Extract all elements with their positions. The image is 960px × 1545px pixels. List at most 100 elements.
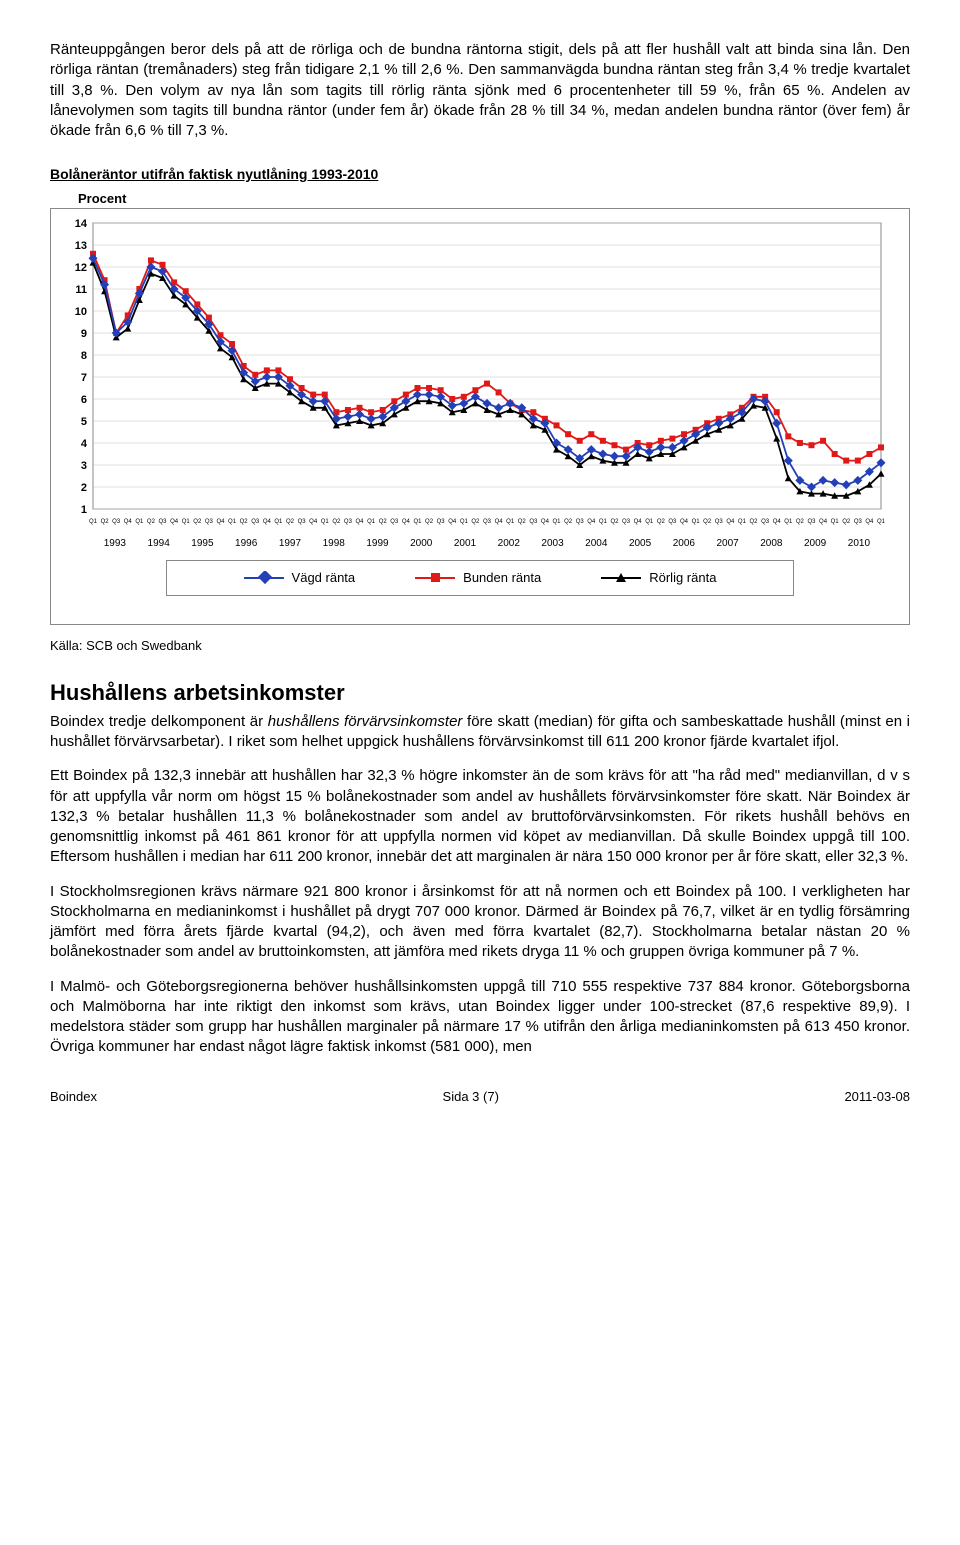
- svg-text:Q1: Q1: [460, 519, 469, 525]
- svg-text:Q3: Q3: [483, 519, 492, 525]
- svg-text:Q1: Q1: [182, 519, 191, 525]
- svg-text:Q4: Q4: [634, 519, 643, 525]
- svg-text:Q1: Q1: [738, 519, 747, 525]
- svg-text:Q3: Q3: [159, 519, 168, 525]
- svg-text:Q4: Q4: [170, 519, 179, 525]
- svg-text:Q4: Q4: [587, 519, 596, 525]
- svg-text:Q2: Q2: [564, 519, 573, 525]
- footer-left: Boindex: [50, 1088, 97, 1106]
- page-footer: Boindex Sida 3 (7) 2011-03-08: [50, 1088, 910, 1106]
- svg-text:9: 9: [81, 328, 87, 340]
- svg-text:Q3: Q3: [576, 519, 585, 525]
- svg-text:Q2: Q2: [193, 519, 202, 525]
- svg-text:Q4: Q4: [819, 519, 828, 525]
- chart-title: Bolåneräntor utifrån faktisk nyutlåning …: [50, 165, 910, 184]
- body-para-2: Boindex tredje delkomponent är hushållen…: [50, 712, 910, 753]
- svg-text:Q1: Q1: [89, 519, 98, 525]
- svg-text:Q1: Q1: [506, 519, 515, 525]
- svg-text:Q4: Q4: [495, 519, 504, 525]
- body-para-4: I Stockholmsregionen krävs närmare 921 8…: [50, 882, 910, 963]
- svg-text:Q1: Q1: [831, 519, 840, 525]
- svg-text:Q3: Q3: [761, 519, 770, 525]
- svg-text:Q2: Q2: [240, 519, 249, 525]
- svg-text:8: 8: [81, 350, 87, 362]
- footer-right: 2011-03-08: [844, 1088, 910, 1106]
- svg-text:Q4: Q4: [726, 519, 735, 525]
- svg-text:Q4: Q4: [309, 519, 318, 525]
- svg-text:10: 10: [75, 306, 87, 318]
- svg-text:3: 3: [81, 460, 87, 472]
- svg-text:Q1: Q1: [553, 519, 562, 525]
- svg-text:Q2: Q2: [101, 519, 110, 525]
- svg-text:Q3: Q3: [854, 519, 863, 525]
- svg-text:13: 13: [75, 240, 87, 252]
- svg-text:4: 4: [81, 438, 88, 450]
- svg-text:Q4: Q4: [541, 519, 550, 525]
- svg-text:Q2: Q2: [471, 519, 480, 525]
- svg-text:Q3: Q3: [715, 519, 724, 525]
- svg-text:Q2: Q2: [796, 519, 805, 525]
- chart-container: 1234567891011121314Q1Q2Q3Q4Q1Q2Q3Q4Q1Q2Q…: [50, 208, 910, 625]
- svg-text:Q2: Q2: [147, 519, 156, 525]
- svg-text:12: 12: [75, 262, 87, 274]
- svg-text:14: 14: [75, 218, 88, 230]
- svg-text:Q3: Q3: [112, 519, 121, 525]
- svg-text:Q1: Q1: [877, 519, 886, 525]
- legend-rorlig-label: Rörlig ränta: [649, 569, 716, 587]
- body-para-5: I Malmö- och Göteborgsregionerna behöver…: [50, 977, 910, 1058]
- svg-text:Q1: Q1: [228, 519, 237, 525]
- intro-paragraph: Ränteuppgången beror dels på att de rörl…: [50, 40, 910, 141]
- svg-text:Q2: Q2: [425, 519, 434, 525]
- svg-text:2: 2: [81, 482, 87, 494]
- legend-vagd: Vägd ränta: [244, 569, 356, 587]
- svg-text:Q1: Q1: [274, 519, 283, 525]
- svg-text:Q4: Q4: [773, 519, 782, 525]
- svg-text:Q2: Q2: [657, 519, 666, 525]
- svg-text:Q2: Q2: [332, 519, 341, 525]
- svg-text:Q1: Q1: [413, 519, 422, 525]
- svg-text:5: 5: [81, 416, 87, 428]
- svg-text:Q2: Q2: [379, 519, 388, 525]
- line-chart: 1234567891011121314Q1Q2Q3Q4Q1Q2Q3Q4Q1Q2Q…: [61, 217, 891, 537]
- footer-mid: Sida 3 (7): [443, 1088, 499, 1106]
- svg-text:Q4: Q4: [402, 519, 411, 525]
- svg-text:Q4: Q4: [216, 519, 225, 525]
- legend-bunden-label: Bunden ränta: [463, 569, 541, 587]
- svg-text:Q3: Q3: [205, 519, 214, 525]
- svg-text:Q4: Q4: [448, 519, 457, 525]
- svg-text:Q3: Q3: [251, 519, 260, 525]
- svg-text:Q2: Q2: [518, 519, 527, 525]
- svg-text:Q1: Q1: [692, 519, 701, 525]
- svg-text:Q1: Q1: [367, 519, 376, 525]
- svg-text:Q2: Q2: [610, 519, 619, 525]
- svg-text:6: 6: [81, 394, 87, 406]
- svg-text:Q3: Q3: [344, 519, 353, 525]
- body-para-3: Ett Boindex på 132,3 innebär att hushåll…: [50, 766, 910, 867]
- svg-text:Q1: Q1: [784, 519, 793, 525]
- svg-text:Q4: Q4: [263, 519, 272, 525]
- svg-text:Q3: Q3: [668, 519, 677, 525]
- svg-text:Q4: Q4: [865, 519, 874, 525]
- svg-text:Q1: Q1: [135, 519, 144, 525]
- svg-text:Q1: Q1: [321, 519, 330, 525]
- svg-text:Q1: Q1: [599, 519, 608, 525]
- svg-text:11: 11: [75, 284, 87, 296]
- legend-bunden: Bunden ränta: [415, 569, 541, 587]
- svg-text:Q4: Q4: [356, 519, 365, 525]
- svg-text:Q2: Q2: [286, 519, 295, 525]
- section-heading: Hushållens arbetsinkomster: [50, 678, 910, 708]
- legend-vagd-label: Vägd ränta: [292, 569, 356, 587]
- chart-ylabel: Procent: [78, 190, 910, 208]
- svg-text:Q3: Q3: [529, 519, 538, 525]
- svg-text:Q3: Q3: [437, 519, 446, 525]
- chart-x-years: 1993199419951996199719981999200020012002…: [93, 537, 899, 551]
- svg-text:7: 7: [81, 372, 87, 384]
- svg-text:Q2: Q2: [750, 519, 759, 525]
- svg-text:1: 1: [81, 504, 87, 516]
- chart-legend: Vägd ränta Bunden ränta Rörlig ränta: [166, 560, 795, 596]
- svg-text:Q4: Q4: [124, 519, 133, 525]
- svg-text:Q4: Q4: [680, 519, 689, 525]
- svg-text:Q3: Q3: [622, 519, 631, 525]
- svg-text:Q3: Q3: [298, 519, 307, 525]
- svg-text:Q2: Q2: [703, 519, 712, 525]
